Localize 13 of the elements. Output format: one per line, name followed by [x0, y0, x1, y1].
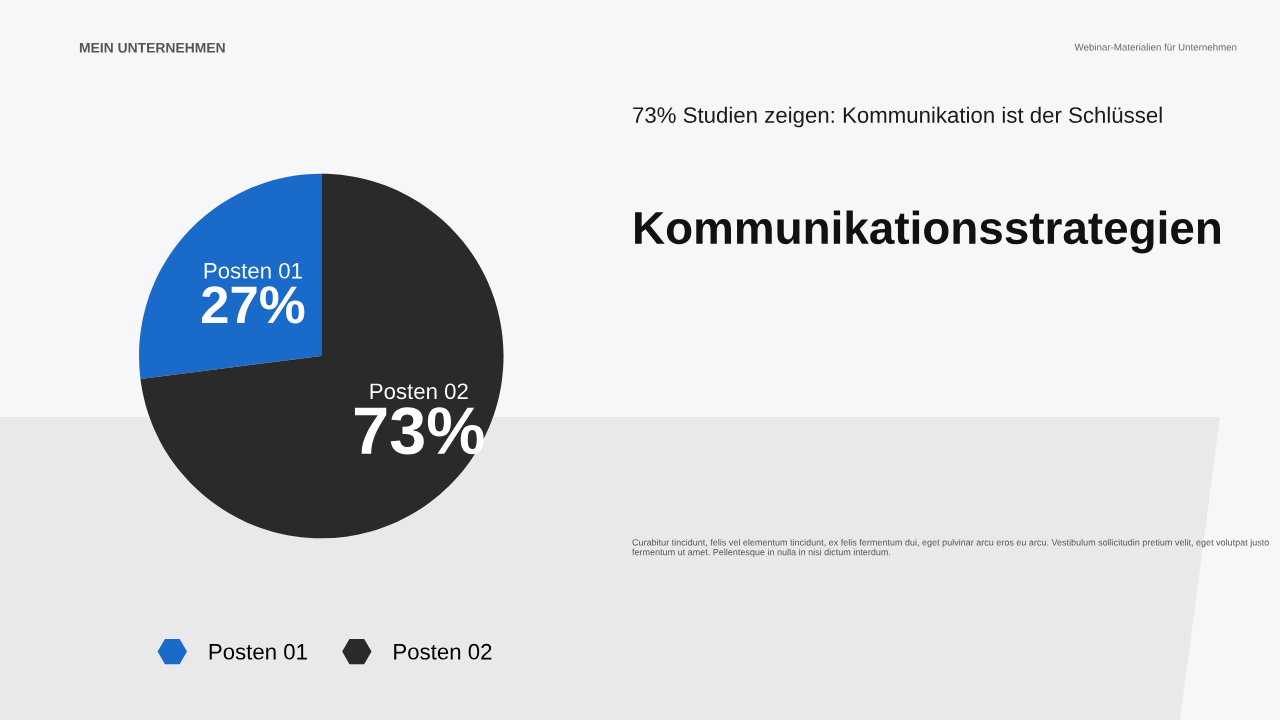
legend-label: Posten 02	[394, 643, 492, 660]
pie-slice	[140, 173, 504, 539]
slice-label: Posten 02	[370, 383, 468, 400]
data-label: 27%	[201, 286, 305, 324]
text: Curabitur tincidunt, felis vel elementum tincidunt, ex felis fermentum dui, eget pulvinar arcu eros eu arcu. Vestibulum sollicitudin pretium velit, eget volutpat justo fermentum ut amet. Pellentesque in nulla in nisi dictum interdum.	[632, 538, 1269, 558]
text: MEIN UNTERNEHMEN	[79, 43, 225, 53]
text: Kommunikationsstrategien	[635, 210, 1220, 254]
text: Webinar-Materialien für Unternehmen	[1074, 43, 1237, 51]
slice-label: Posten 01	[204, 262, 302, 279]
pie-slice	[139, 173, 322, 379]
legend-label: Posten 01	[209, 643, 307, 660]
text: 73% Studien zeigen: Kommunikation ist der Schlüssel	[633, 106, 1162, 128]
data-label: 73%	[354, 407, 484, 455]
